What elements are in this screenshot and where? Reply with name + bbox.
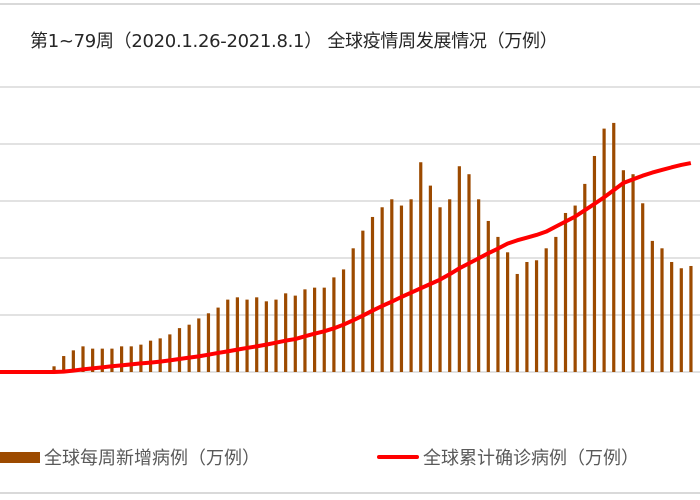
bar <box>158 338 162 372</box>
bar <box>52 366 56 372</box>
bar <box>670 261 674 372</box>
bar <box>226 299 230 372</box>
bar <box>506 252 510 372</box>
bar <box>120 346 124 372</box>
bar <box>563 212 568 372</box>
bar <box>428 185 432 372</box>
bar <box>255 297 259 372</box>
chart-border-top <box>0 3 700 5</box>
bar <box>351 248 355 372</box>
bar <box>660 248 664 372</box>
bar <box>168 334 172 372</box>
bar <box>206 313 211 372</box>
legend-label-weekly: 全球每周新增病例（万例） <box>44 448 260 469</box>
bar <box>534 260 539 372</box>
bar <box>139 344 143 372</box>
bar <box>303 289 307 372</box>
bar <box>438 207 442 372</box>
cumulative-line-group <box>0 161 692 374</box>
chart-border-bottom <box>0 492 700 494</box>
bar <box>399 205 404 372</box>
bar <box>544 248 548 372</box>
bar <box>370 216 375 372</box>
bar <box>515 273 519 372</box>
bar <box>100 348 104 372</box>
chart-title: 第1~79周（2020.1.26-2021.8.1） 全球疫情周发展情况（万例） <box>30 31 558 52</box>
bar <box>274 299 278 372</box>
bar <box>583 183 587 372</box>
bar <box>409 199 413 372</box>
legend: 全球每周新增病例（万例） 全球累计确诊病例（万例） <box>0 444 700 470</box>
bar <box>71 350 75 372</box>
legend-item-weekly: 全球每周新增病例（万例） <box>0 444 260 470</box>
bar <box>235 297 239 372</box>
bar <box>525 261 529 372</box>
bar <box>313 287 317 372</box>
bar <box>148 340 153 372</box>
weekly-bars <box>52 122 693 372</box>
bar <box>341 269 346 372</box>
bar <box>467 174 471 372</box>
bar <box>641 203 645 372</box>
bar <box>62 356 66 372</box>
bar <box>486 220 490 372</box>
bar <box>293 295 297 372</box>
bar <box>197 318 201 372</box>
bar <box>679 268 683 372</box>
bar <box>419 162 423 372</box>
gridlines <box>0 86 700 373</box>
bar <box>631 174 635 372</box>
bar <box>621 170 625 372</box>
bar <box>110 348 114 372</box>
cumulative-line <box>0 161 692 374</box>
bar <box>496 236 500 372</box>
bar <box>612 122 616 372</box>
bar <box>187 324 191 372</box>
bar <box>602 128 606 372</box>
bar <box>245 299 249 372</box>
bar <box>91 348 95 372</box>
bar <box>592 155 597 372</box>
bar <box>129 346 133 372</box>
bar <box>284 293 288 372</box>
bar <box>650 240 654 372</box>
bar <box>361 230 365 372</box>
legend-item-cumulative: 全球累计确诊病例（万例） <box>377 444 639 470</box>
bar <box>177 328 182 372</box>
bar <box>264 301 268 372</box>
legend-label-cumulative: 全球累计确诊病例（万例） <box>423 448 639 469</box>
bar <box>477 199 481 372</box>
bar <box>332 277 336 372</box>
bar <box>573 205 577 372</box>
legend-swatch-line <box>377 455 419 459</box>
bar <box>448 199 452 372</box>
bar <box>554 236 558 372</box>
bar <box>380 207 384 372</box>
bar <box>216 307 220 372</box>
bar <box>390 199 394 372</box>
legend-swatch-bar <box>0 451 40 463</box>
bar <box>81 346 85 372</box>
bar <box>689 265 693 372</box>
